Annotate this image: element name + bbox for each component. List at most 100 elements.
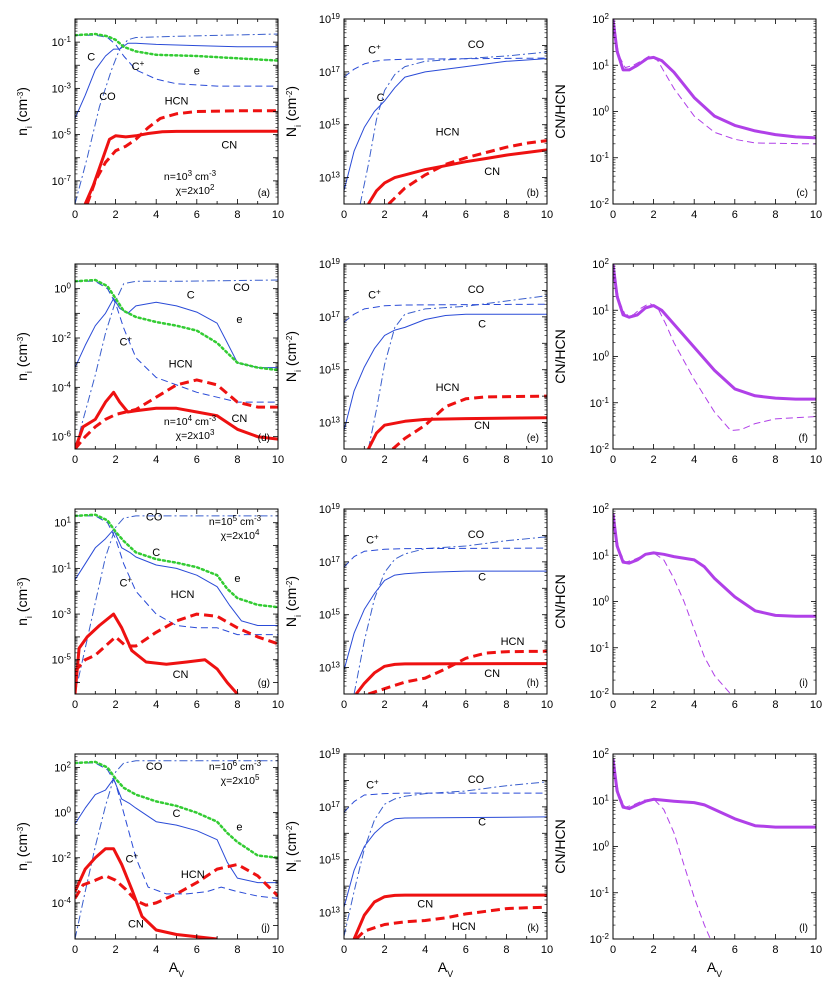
- condition-density-part: cm: [192, 171, 209, 183]
- series-label: C: [478, 816, 486, 828]
- x-tick-label: 2: [113, 944, 119, 956]
- y-tick-label-part: 10: [319, 610, 331, 622]
- series-label-part: C: [87, 52, 95, 64]
- y-axis-title-part: (cm: [14, 834, 30, 861]
- x-tick-label-part: 8: [234, 454, 240, 466]
- y-tick-label-part: 10: [590, 444, 602, 456]
- series-c-line: [75, 298, 278, 369]
- series-label-part: C: [366, 779, 374, 791]
- series-label: HCN: [169, 359, 193, 371]
- y-tick-label-part: -2: [64, 331, 72, 340]
- y-tick-label: 102: [592, 747, 609, 762]
- series-label-part: e: [236, 314, 242, 326]
- x-tick-label: 6: [194, 454, 200, 466]
- x-tick-label-part: 10: [272, 209, 284, 221]
- x-tick-label-part: 0: [610, 209, 616, 221]
- y-tick-label-part: 10: [319, 259, 331, 271]
- condition-density: n=106 cm-3: [209, 759, 262, 774]
- y-tick-label-part: 19: [331, 747, 340, 756]
- y-axis-title-part: ): [14, 332, 30, 337]
- y-axis-title-part: i: [24, 861, 34, 863]
- y-tick-label-part: 10: [52, 333, 64, 345]
- y-tick-label-part: -1: [64, 35, 72, 44]
- series-label: CN: [474, 420, 490, 432]
- y-tick-label: 100: [54, 805, 71, 820]
- x-tick-label: 6: [194, 699, 200, 711]
- y-tick-label-part: 10: [590, 934, 602, 946]
- series-label: CN: [173, 669, 189, 681]
- y-tick-label-part: 10: [54, 284, 66, 296]
- series-cn-line: [75, 847, 218, 939]
- condition-chi-part: 3: [210, 428, 215, 437]
- condition-chi: χ=2x105: [221, 773, 260, 788]
- y-tick-label: 102: [592, 12, 609, 27]
- x-tick-label: 4: [153, 454, 159, 466]
- x-tick-label-part: 0: [341, 699, 347, 711]
- x-tick-label-part: 4: [691, 944, 697, 956]
- y-tick-label-part: 0: [605, 839, 610, 848]
- y-axis-title-part: (cm: [283, 98, 299, 125]
- series-label: CO: [468, 774, 485, 786]
- y-tick-label-part: 13: [331, 170, 340, 179]
- y-tick-label: 101: [592, 793, 609, 808]
- y-tick-label-part: -2: [602, 442, 610, 451]
- y-axis-title-part: N: [283, 372, 299, 382]
- y-tick-label-part: 0: [67, 281, 72, 290]
- x-tick-label: 0: [610, 454, 616, 466]
- condition-density-part: cm: [237, 761, 254, 773]
- y-axis-title-part: -3: [16, 581, 25, 589]
- x-tick-label: 0: [341, 454, 347, 466]
- series-label-part: HCN: [171, 589, 195, 601]
- condition-density-part: -3: [209, 169, 217, 178]
- y-tick-label-part: 2: [605, 257, 610, 266]
- y-tick-label-part: 10: [319, 365, 331, 377]
- series-label: C: [87, 52, 95, 64]
- y-tick-label-part: -2: [64, 850, 72, 859]
- condition-density-part: 6: [233, 759, 238, 768]
- x-tick-label-part: 4: [422, 699, 428, 711]
- series-cn-hcn-line: [613, 264, 816, 401]
- y-tick-label-part: 1: [605, 548, 610, 557]
- y-axis-title-part: ): [14, 822, 30, 827]
- series-label: C: [377, 92, 385, 104]
- series-c--line: [75, 280, 278, 403]
- x-tick-label: 2: [382, 699, 388, 711]
- x-tick-label-part: 8: [234, 944, 240, 956]
- x-tick-label-part: 10: [541, 699, 553, 711]
- x-tick-label: 6: [463, 944, 469, 956]
- x-tick-label-part: 4: [422, 209, 428, 221]
- y-tick-label-part: 10: [52, 37, 64, 49]
- series-cn-hcn-thin-line: [613, 268, 816, 431]
- series-group: [613, 758, 816, 939]
- panel-tag: (h): [527, 678, 539, 689]
- y-tick-label-part: 10: [590, 643, 602, 655]
- x-tick-label-part: 0: [72, 209, 78, 221]
- y-tick-label-part: 10: [319, 120, 331, 132]
- panel-tag: (g): [258, 678, 270, 689]
- y-axis-title-part: ): [283, 821, 299, 826]
- y-tick-label-part: 13: [331, 905, 340, 914]
- y-tick-label: 1015: [319, 117, 341, 132]
- series-label-part: CO: [468, 774, 485, 786]
- y-tick-label-part: 17: [331, 309, 340, 318]
- y-tick-label-part: 10: [319, 557, 331, 569]
- y-tick-label-part: 0: [605, 349, 610, 358]
- x-tick-label-part: 6: [194, 209, 200, 221]
- x-axis-title: AV: [169, 959, 184, 979]
- x-tick-label-part: 0: [610, 699, 616, 711]
- x-tick-label-part: 4: [153, 944, 159, 956]
- y-tick-label-part: 10: [592, 305, 604, 317]
- x-tick-label-part: 8: [772, 454, 778, 466]
- y-axis-title-part: n: [14, 863, 30, 871]
- y-axis-title: ni (cm-3): [14, 87, 34, 136]
- x-tick-label: 0: [610, 944, 616, 956]
- condition-chi-part: 4: [255, 528, 260, 537]
- panel-tag-part: (l): [799, 923, 808, 934]
- y-tick-label-part: 13: [331, 660, 340, 669]
- series-label: e: [236, 314, 242, 326]
- y-tick-label-part: 10: [319, 504, 331, 516]
- series-label: HCN: [436, 126, 460, 138]
- y-axis-title: CN/HCN: [552, 819, 568, 873]
